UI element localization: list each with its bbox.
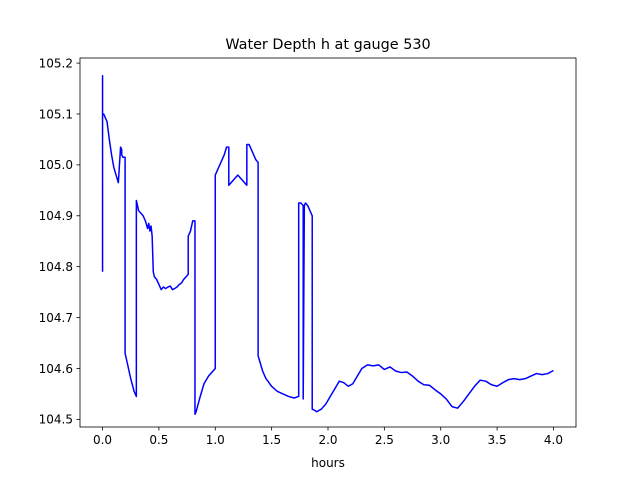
x-tick-label: 3.0: [431, 433, 450, 447]
y-tick-label: 104.8: [39, 260, 73, 274]
axes: 0.0 0.5 1.0 1.5 2.0 2.5 3.0 3.5 4.0 104.5 104.6 104…: [39, 56, 577, 447]
x-tick-label: 2.5: [375, 433, 394, 447]
x-tick-label: 1.5: [262, 433, 281, 447]
x-axis-label: hours: [311, 456, 345, 470]
y-tick-label: 104.5: [39, 413, 73, 427]
x-tick-label: 3.5: [488, 433, 507, 447]
x-tick-label: 0.0: [93, 433, 112, 447]
y-tick-label: 104.7: [39, 311, 73, 325]
y-tick-label: 105.2: [39, 56, 73, 70]
x-tick-label: 2.0: [318, 433, 337, 447]
y-tick-label: 105.0: [39, 158, 73, 172]
series-line-1: [101, 75, 554, 416]
y-tick-label: 105.1: [39, 107, 73, 121]
chart-title: Water Depth h at gauge 530: [225, 37, 430, 53]
x-tick-label: 0.5: [149, 433, 168, 447]
x-tick-label: 1.0: [206, 433, 225, 447]
x-tick-label: 4.0: [544, 433, 563, 447]
y-tick-label: 104.9: [39, 209, 73, 223]
y-tick-label: 104.6: [39, 362, 73, 376]
plot-area: [101, 75, 554, 416]
